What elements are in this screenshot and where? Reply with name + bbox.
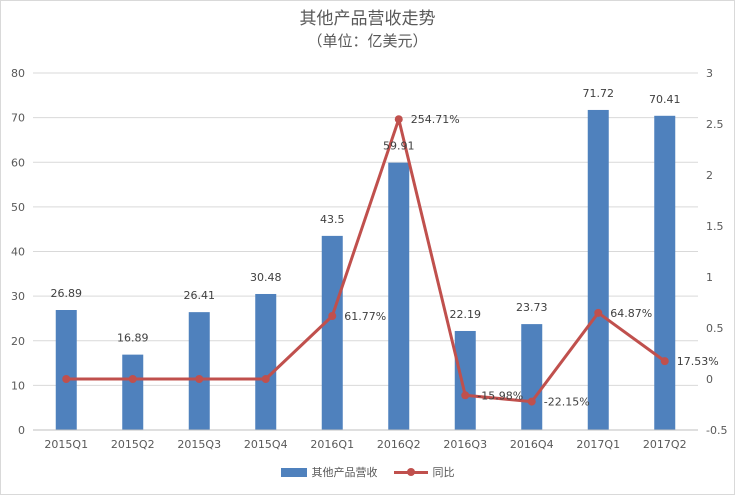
y-tick-label: 70 <box>11 112 25 125</box>
x-tick-label: 2015Q4 <box>244 438 288 451</box>
y-tick-label: 50 <box>11 201 25 214</box>
yoy-line <box>66 117 666 404</box>
y2-tick-label: 1 <box>706 271 713 284</box>
y-tick-label: 60 <box>11 156 25 169</box>
data-labels: 26.89 16.89 26.41 30.48 43.5 59.91 22.19 23.73 7… <box>51 87 719 409</box>
bar-value-label: 43.5 <box>320 213 345 226</box>
y2-tick-label: -0.5 <box>706 424 727 437</box>
bar <box>55 310 77 430</box>
bar-value-label: 16.89 <box>117 332 149 345</box>
x-tick-label: 2015Q2 <box>111 438 155 451</box>
line-series <box>62 115 669 406</box>
bar-value-label: 59.91 <box>383 140 415 153</box>
yoy-point <box>62 375 71 383</box>
bar <box>388 162 410 431</box>
legend-item-line: 同比 <box>393 464 455 480</box>
y2-tick-label: 2.5 <box>706 118 724 131</box>
legend-line-swatch <box>393 466 428 478</box>
yoy-point <box>394 115 403 124</box>
bar <box>122 354 144 430</box>
yoy-value-label: -15.98% <box>477 389 523 402</box>
yoy-value-label: 17.53% <box>677 355 719 368</box>
gridlines <box>33 72 698 386</box>
yoy-value-label: 254.71% <box>411 113 460 126</box>
x-tick-label: 2017Q2 <box>643 438 687 451</box>
y-tick-label: 10 <box>11 379 25 392</box>
y-tick-label: 0 <box>18 424 25 437</box>
bar-value-label: 23.73 <box>516 301 548 314</box>
axes: 0 10 20 30 40 50 60 70 80 -0.5 0 0.5 1 1.5 2 2.5 3 2015Q1… <box>11 67 727 451</box>
chart-subtitle: （单位：亿美元） <box>307 32 428 50</box>
yoy-value-label: 64.87% <box>610 307 652 320</box>
x-tick-label: 2015Q3 <box>177 438 221 451</box>
bar <box>321 235 343 430</box>
x-tick-label: 2016Q4 <box>510 438 554 451</box>
yoy-value-label: 61.77% <box>344 310 386 323</box>
y-tick-label: 40 <box>11 246 25 259</box>
legend-bar-swatch <box>280 467 307 477</box>
y-tick-label: 20 <box>11 335 25 348</box>
bar-value-label: 70.41 <box>649 93 681 106</box>
x-tick-label: 2016Q2 <box>377 438 421 451</box>
bar-value-label: 71.72 <box>583 87 615 100</box>
yoy-point <box>527 397 536 406</box>
yoy-point <box>461 391 470 400</box>
yoy-point <box>328 311 337 320</box>
x-tick-label: 2017Q1 <box>576 438 620 451</box>
y2-tick-label: 2 <box>706 169 713 182</box>
y-tick-label: 80 <box>11 67 25 80</box>
yoy-point <box>261 375 270 383</box>
bar-series <box>55 109 676 431</box>
yoy-point <box>660 357 669 366</box>
y2-tick-label: 1.5 <box>706 220 724 233</box>
yoy-point <box>594 308 603 317</box>
legend-bar-label: 其他产品营收 <box>311 466 378 479</box>
bar-value-label: 30.48 <box>250 271 282 284</box>
y-tick-label: 30 <box>11 290 25 303</box>
x-tick-label: 2016Q1 <box>310 438 354 451</box>
bar-value-label: 26.89 <box>51 287 83 300</box>
legend-line-label: 同比 <box>432 466 455 479</box>
bar <box>255 293 277 430</box>
y2-tick-label: 0 <box>706 373 713 386</box>
bar <box>654 115 676 430</box>
bar <box>587 109 609 431</box>
yoy-point <box>128 375 137 383</box>
y2-tick-label: 3 <box>706 67 713 80</box>
yoy-value-label: -22.15% <box>544 396 590 409</box>
bar-value-label: 26.41 <box>184 289 216 302</box>
title-block: 其他产品营收走势 （单位：亿美元） <box>0 8 735 52</box>
chart-title: 其他产品营收走势 <box>299 9 436 29</box>
bar <box>188 312 210 430</box>
y2-tick-label: 0.5 <box>706 322 724 335</box>
x-tick-label: 2016Q3 <box>443 438 487 451</box>
bar <box>454 330 476 430</box>
yoy-point <box>195 375 204 383</box>
legend-item-bar: 其他产品营收 <box>280 464 378 480</box>
bar-value-label: 22.19 <box>450 308 482 321</box>
x-tick-label: 2015Q1 <box>44 438 88 451</box>
legend: 其他产品营收 同比 <box>0 464 735 480</box>
bar <box>521 324 543 430</box>
